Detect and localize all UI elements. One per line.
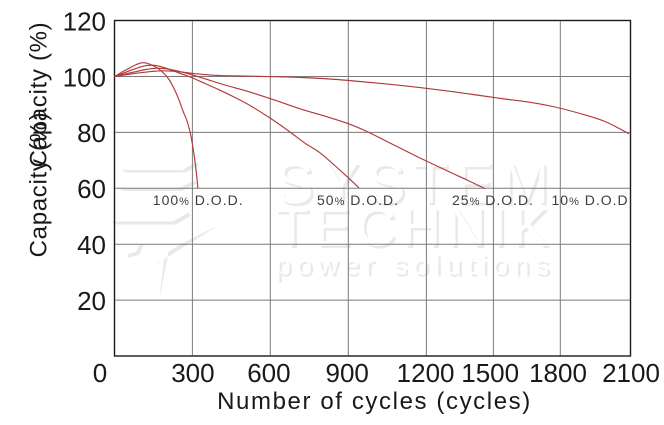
- svg-text:0: 0: [93, 358, 107, 388]
- svg-text:Capacity (%): Capacity (%): [26, 22, 53, 168]
- svg-text:100% D.O.D.: 100% D.O.D.: [153, 192, 244, 208]
- svg-text:40: 40: [77, 230, 106, 260]
- svg-text:120: 120: [63, 6, 106, 36]
- svg-text:SYSTEM: SYSTEM: [275, 151, 556, 216]
- svg-text:TECHNIK: TECHNIK: [275, 195, 554, 257]
- svg-text:25% D.O.D.: 25% D.O.D.: [452, 192, 534, 208]
- svg-text:SYSTEM: SYSTEM: [278, 154, 559, 219]
- svg-text:Number of cycles (cycles): Number of cycles (cycles): [217, 388, 532, 415]
- svg-text:80: 80: [77, 118, 106, 148]
- svg-text:1200: 1200: [397, 358, 455, 388]
- svg-text:600: 600: [247, 358, 290, 388]
- svg-text:300: 300: [171, 358, 214, 388]
- svg-text:2100: 2100: [602, 358, 660, 388]
- svg-text:1500: 1500: [461, 358, 519, 388]
- svg-text:1800: 1800: [529, 358, 587, 388]
- svg-text:Capacity (%): Capacity (%): [26, 112, 53, 258]
- svg-text:50% D.O.D.: 50% D.O.D.: [317, 192, 399, 208]
- svg-text:power solutions: power solutions: [278, 252, 557, 283]
- svg-text:20: 20: [77, 286, 106, 316]
- svg-text:10% D.O.D.: 10% D.O.D.: [551, 192, 633, 208]
- svg-text:100: 100: [63, 62, 106, 92]
- svg-text:power solutions: power solutions: [275, 249, 554, 280]
- svg-text:60: 60: [77, 174, 106, 204]
- svg-text:900: 900: [326, 358, 369, 388]
- svg-text:TECHNIK: TECHNIK: [278, 198, 557, 260]
